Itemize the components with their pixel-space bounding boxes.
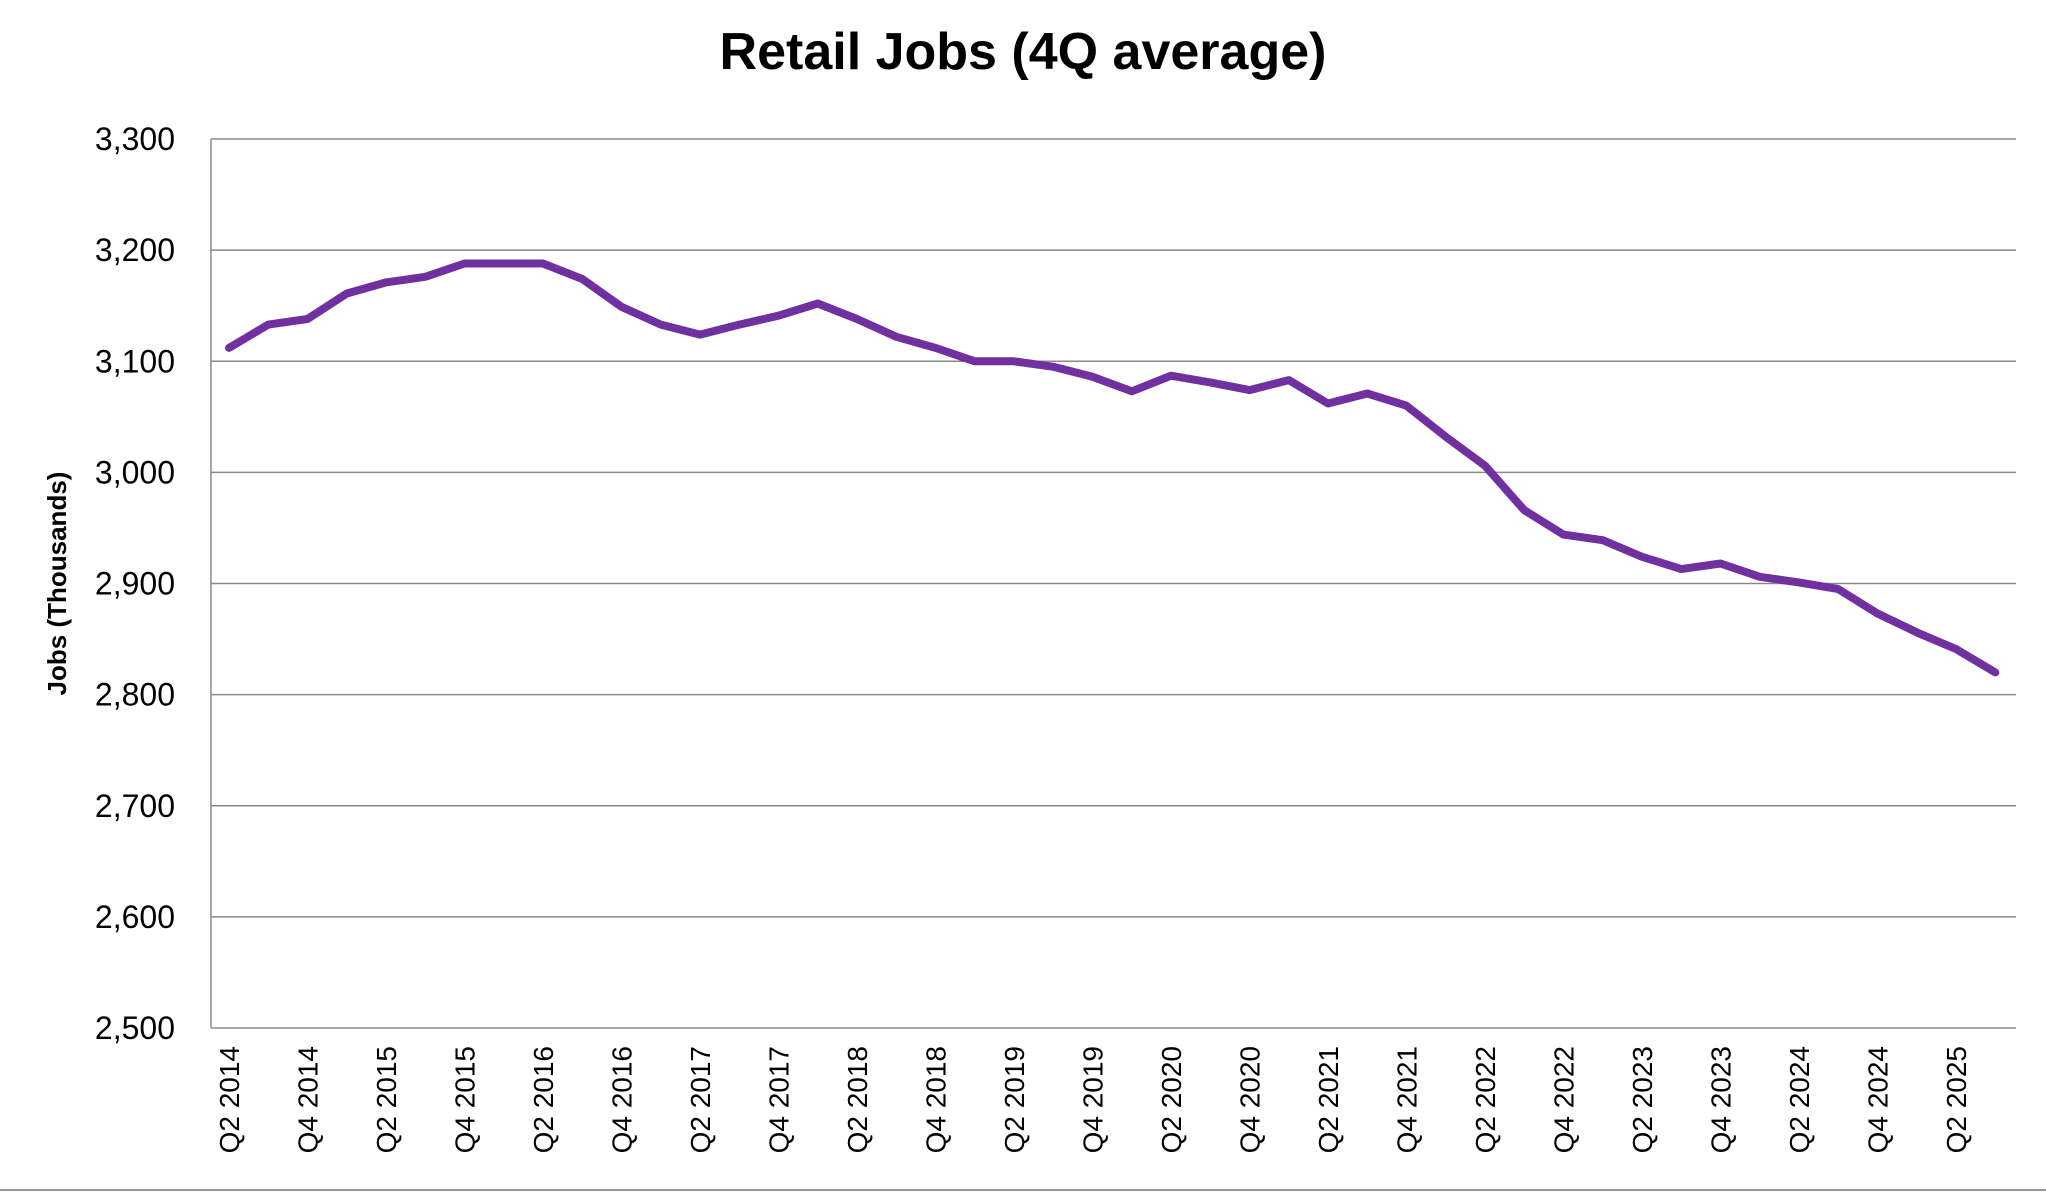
x-tick-label: Q4 2023 <box>1706 1046 1737 1153</box>
x-tick-label: Q2 2021 <box>1313 1046 1344 1153</box>
y-tick-label: 2,500 <box>95 1010 175 1046</box>
x-tick-label: Q4 2017 <box>764 1046 795 1153</box>
x-tick-label: Q4 2016 <box>607 1046 638 1153</box>
y-tick-label: 3,100 <box>95 343 175 379</box>
y-axis-label: Jobs (Thousands) <box>42 472 72 696</box>
x-tick-label: Q2 2015 <box>371 1046 402 1153</box>
x-tick-label: Q2 2023 <box>1627 1046 1658 1153</box>
y-tick-label: 3,200 <box>95 232 175 268</box>
x-tick-label: Q4 2019 <box>1078 1046 1109 1153</box>
x-tick-label: Q4 2014 <box>293 1046 324 1153</box>
x-tick-label: Q4 2021 <box>1392 1046 1423 1153</box>
x-tick-label: Q2 2014 <box>214 1046 245 1153</box>
x-tick-label: Q4 2022 <box>1549 1046 1580 1153</box>
x-tick-label: Q2 2017 <box>685 1046 716 1153</box>
x-tick-label: Q2 2020 <box>1156 1046 1187 1153</box>
x-tick-label: Q2 2016 <box>528 1046 559 1153</box>
x-tick-label: Q4 2018 <box>921 1046 952 1153</box>
x-tick-label: Q2 2019 <box>999 1046 1030 1153</box>
x-tick-label: Q4 2015 <box>450 1046 481 1153</box>
y-tick-label: 2,600 <box>95 899 175 935</box>
chart-title: Retail Jobs (4Q average) <box>719 23 1327 81</box>
y-tick-label: 3,000 <box>95 454 175 490</box>
x-tick-label: Q4 2020 <box>1235 1046 1266 1153</box>
y-tick-label: 2,800 <box>95 677 175 713</box>
y-tick-label: 2,900 <box>95 566 175 602</box>
x-tick-label: Q2 2025 <box>1941 1046 1972 1153</box>
x-tick-label: Q2 2024 <box>1784 1046 1815 1153</box>
series-line <box>225 259 2000 677</box>
x-tick-label: Q4 2024 <box>1863 1046 1894 1153</box>
x-tick-label: Q2 2018 <box>842 1046 873 1153</box>
y-tick-label: 3,300 <box>95 121 175 157</box>
y-tick-label: 2,700 <box>95 788 175 824</box>
x-tick-label: Q2 2022 <box>1470 1046 1501 1153</box>
